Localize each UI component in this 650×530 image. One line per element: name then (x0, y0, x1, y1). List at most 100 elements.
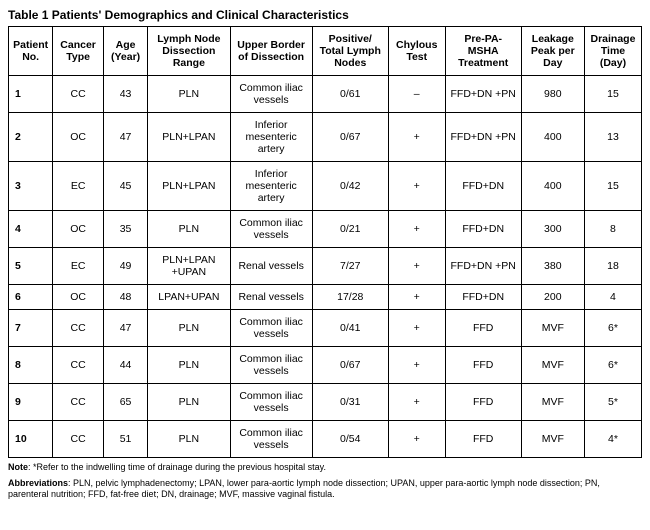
cell-leak: 380 (521, 248, 584, 285)
cell-range: PLN (148, 211, 230, 248)
cell-nodes: 17/28 (312, 285, 388, 310)
cell-chyl: + (388, 162, 445, 211)
patient-table: Patient No. Cancer Type Age (Year) Lymph… (8, 26, 642, 458)
cell-no: 5 (9, 248, 53, 285)
cell-nodes: 0/61 (312, 76, 388, 113)
cell-type: CC (53, 310, 104, 347)
cell-leak: MVF (521, 421, 584, 458)
col-patient-no: Patient No. (9, 27, 53, 76)
cell-leak: 300 (521, 211, 584, 248)
cell-no: 8 (9, 347, 53, 384)
cell-age: 47 (103, 310, 147, 347)
table-row: 7CC47PLNCommon iliac vessels0/41+FFDMVF6… (9, 310, 642, 347)
cell-type: CC (53, 76, 104, 113)
cell-leak: 980 (521, 76, 584, 113)
cell-no: 2 (9, 113, 53, 162)
cell-age: 48 (103, 285, 147, 310)
cell-age: 65 (103, 384, 147, 421)
cell-drain: 5* (584, 384, 641, 421)
cell-nodes: 0/67 (312, 347, 388, 384)
cell-type: CC (53, 384, 104, 421)
table-row: 3EC45PLN+LPANInferior mesenteric artery0… (9, 162, 642, 211)
cell-range: PLN (148, 76, 230, 113)
cell-leak: 400 (521, 113, 584, 162)
cell-no: 7 (9, 310, 53, 347)
cell-range: PLN (148, 310, 230, 347)
col-drainage-time: Drainage Time (Day) (584, 27, 641, 76)
cell-type: OC (53, 211, 104, 248)
cell-no: 1 (9, 76, 53, 113)
col-lymph-nodes: Positive/ Total Lymph Nodes (312, 27, 388, 76)
cell-leak: 400 (521, 162, 584, 211)
col-cancer-type: Cancer Type (53, 27, 104, 76)
cell-age: 44 (103, 347, 147, 384)
cell-age: 49 (103, 248, 147, 285)
cell-nodes: 0/67 (312, 113, 388, 162)
cell-chyl: + (388, 113, 445, 162)
cell-pre: FFD (445, 421, 521, 458)
cell-no: 3 (9, 162, 53, 211)
cell-drain: 4* (584, 421, 641, 458)
cell-nodes: 0/31 (312, 384, 388, 421)
cell-upper: Common iliac vessels (230, 211, 312, 248)
cell-age: 43 (103, 76, 147, 113)
cell-type: CC (53, 347, 104, 384)
cell-type: CC (53, 421, 104, 458)
cell-drain: 8 (584, 211, 641, 248)
cell-range: PLN+LPAN (148, 162, 230, 211)
cell-upper: Inferior mesenteric artery (230, 113, 312, 162)
cell-leak: MVF (521, 310, 584, 347)
cell-age: 47 (103, 113, 147, 162)
cell-chyl: + (388, 211, 445, 248)
table-row: 10CC51PLNCommon iliac vessels0/54+FFDMVF… (9, 421, 642, 458)
cell-pre: FFD (445, 384, 521, 421)
note-text: : *Refer to the indwelling time of drain… (28, 462, 326, 472)
cell-nodes: 0/42 (312, 162, 388, 211)
table-row: 5EC49PLN+LPAN +UPANRenal vessels7/27+FFD… (9, 248, 642, 285)
cell-chyl: + (388, 248, 445, 285)
cell-chyl: + (388, 384, 445, 421)
cell-age: 45 (103, 162, 147, 211)
table-note: Note: *Refer to the indwelling time of d… (8, 462, 642, 474)
cell-nodes: 0/41 (312, 310, 388, 347)
abbrev-text: : PLN, pelvic lymphadenectomy; LPAN, low… (8, 478, 600, 500)
cell-drain: 18 (584, 248, 641, 285)
cell-range: LPAN+UPAN (148, 285, 230, 310)
table-body: 1CC43PLNCommon iliac vessels0/61–FFD+DN … (9, 76, 642, 458)
cell-leak: MVF (521, 347, 584, 384)
cell-type: OC (53, 285, 104, 310)
cell-no: 4 (9, 211, 53, 248)
cell-pre: FFD+DN (445, 162, 521, 211)
cell-no: 9 (9, 384, 53, 421)
table-row: 6OC48LPAN+UPANRenal vessels17/28+FFD+DN2… (9, 285, 642, 310)
cell-pre: FFD+DN (445, 211, 521, 248)
cell-pre: FFD+DN +PN (445, 76, 521, 113)
cell-drain: 13 (584, 113, 641, 162)
cell-type: EC (53, 162, 104, 211)
cell-no: 10 (9, 421, 53, 458)
cell-range: PLN (148, 347, 230, 384)
cell-upper: Renal vessels (230, 248, 312, 285)
cell-upper: Common iliac vessels (230, 347, 312, 384)
cell-age: 35 (103, 211, 147, 248)
table-title: Table 1 Patients' Demographics and Clini… (8, 8, 642, 22)
cell-chyl: + (388, 285, 445, 310)
cell-drain: 6* (584, 310, 641, 347)
cell-chyl: + (388, 310, 445, 347)
table-row: 1CC43PLNCommon iliac vessels0/61–FFD+DN … (9, 76, 642, 113)
cell-pre: FFD+DN +PN (445, 113, 521, 162)
cell-range: PLN+LPAN +UPAN (148, 248, 230, 285)
cell-type: OC (53, 113, 104, 162)
cell-nodes: 7/27 (312, 248, 388, 285)
cell-range: PLN (148, 384, 230, 421)
cell-pre: FFD+DN (445, 285, 521, 310)
cell-nodes: 0/54 (312, 421, 388, 458)
col-chylous-test: Chylous Test (388, 27, 445, 76)
cell-range: PLN+LPAN (148, 113, 230, 162)
table-row: 2OC47PLN+LPANInferior mesenteric artery0… (9, 113, 642, 162)
cell-chyl: + (388, 347, 445, 384)
cell-drain: 6* (584, 347, 641, 384)
cell-no: 6 (9, 285, 53, 310)
cell-drain: 15 (584, 76, 641, 113)
col-age: Age (Year) (103, 27, 147, 76)
